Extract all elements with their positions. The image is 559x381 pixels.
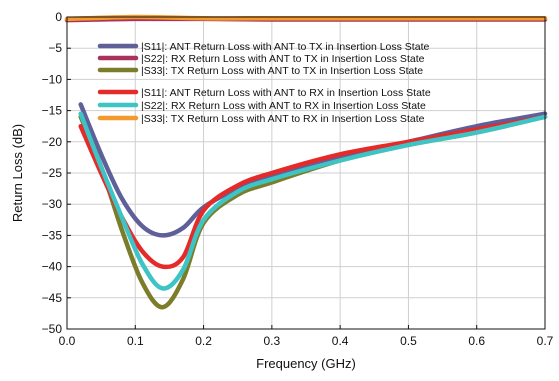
- x-axis-ticks: 0.0 0.1 0.2 0.3 0.4 0.5 0.6 0.7: [59, 325, 554, 348]
- x-tick-label: 0.6: [468, 334, 485, 348]
- legend-label: |S33|: TX Return Loss with ANT to TX in …: [141, 65, 423, 77]
- x-tick-label: 0.4: [332, 334, 349, 348]
- y-tick-label: 0: [55, 10, 62, 24]
- y-tick-label: −5: [48, 41, 62, 55]
- y-axis-ticks: 0 −5 −10 −15 −20 −25 −30 −35 −40 −45 −50: [42, 10, 71, 336]
- y-tick-label: −10: [42, 72, 63, 86]
- x-tick-label: 0.5: [400, 334, 417, 348]
- x-tick-label: 0.1: [127, 334, 144, 348]
- legend-label: |S22|: RX Return Loss with ANT to TX in …: [141, 53, 425, 65]
- y-tick-label: −15: [42, 104, 63, 118]
- x-tick-label: 0.7: [537, 334, 554, 348]
- x-tick-label: 0.0: [59, 334, 76, 348]
- legend-label: |S33|: TX Return Loss with ANT to RX in …: [141, 113, 425, 125]
- y-tick-label: −30: [42, 197, 63, 211]
- x-axis-label: Frequency (GHz): [256, 356, 356, 371]
- y-tick-label: −25: [42, 166, 63, 180]
- y-tick-label: −40: [42, 260, 63, 274]
- x-tick-label: 0.3: [264, 334, 281, 348]
- y-tick-label: −45: [42, 291, 63, 305]
- x-tick-label: 0.2: [195, 334, 212, 348]
- legend-label: |S11|: ANT Return Loss with ANT to TX in…: [141, 41, 429, 53]
- legend-label: |S11|: ANT Return Loss with ANT to RX in…: [141, 87, 431, 99]
- y-tick-label: −50: [42, 322, 63, 336]
- series-line-5: [78, 111, 548, 291]
- legend-label: |S22|: RX Return Loss with ANT to RX in …: [141, 100, 426, 112]
- legend: |S11|: ANT Return Loss with ANT to TX in…: [97, 41, 431, 125]
- y-tick-label: −20: [42, 135, 63, 149]
- y-axis-label: Return Loss (dB): [10, 124, 25, 222]
- y-tick-label: −35: [42, 228, 63, 242]
- series-line-4: [78, 114, 548, 270]
